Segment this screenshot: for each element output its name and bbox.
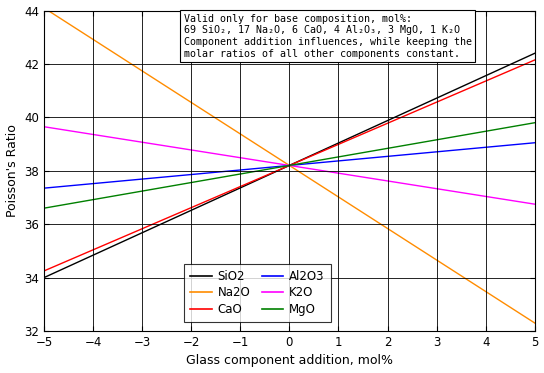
- X-axis label: Glass component addition, mol%: Glass component addition, mol%: [186, 354, 393, 367]
- Text: Valid only for base composition, mol%:
69 SiO₂, 17 Na₂O, 6 CaO, 4 Al₂O₃, 3 MgO, : Valid only for base composition, mol%: 6…: [184, 14, 472, 59]
- Y-axis label: Poisson's Ratio: Poisson's Ratio: [5, 124, 18, 217]
- Legend: SiO2, Na2O, CaO, Al2O3, K2O, MgO: SiO2, Na2O, CaO, Al2O3, K2O, MgO: [184, 264, 331, 322]
